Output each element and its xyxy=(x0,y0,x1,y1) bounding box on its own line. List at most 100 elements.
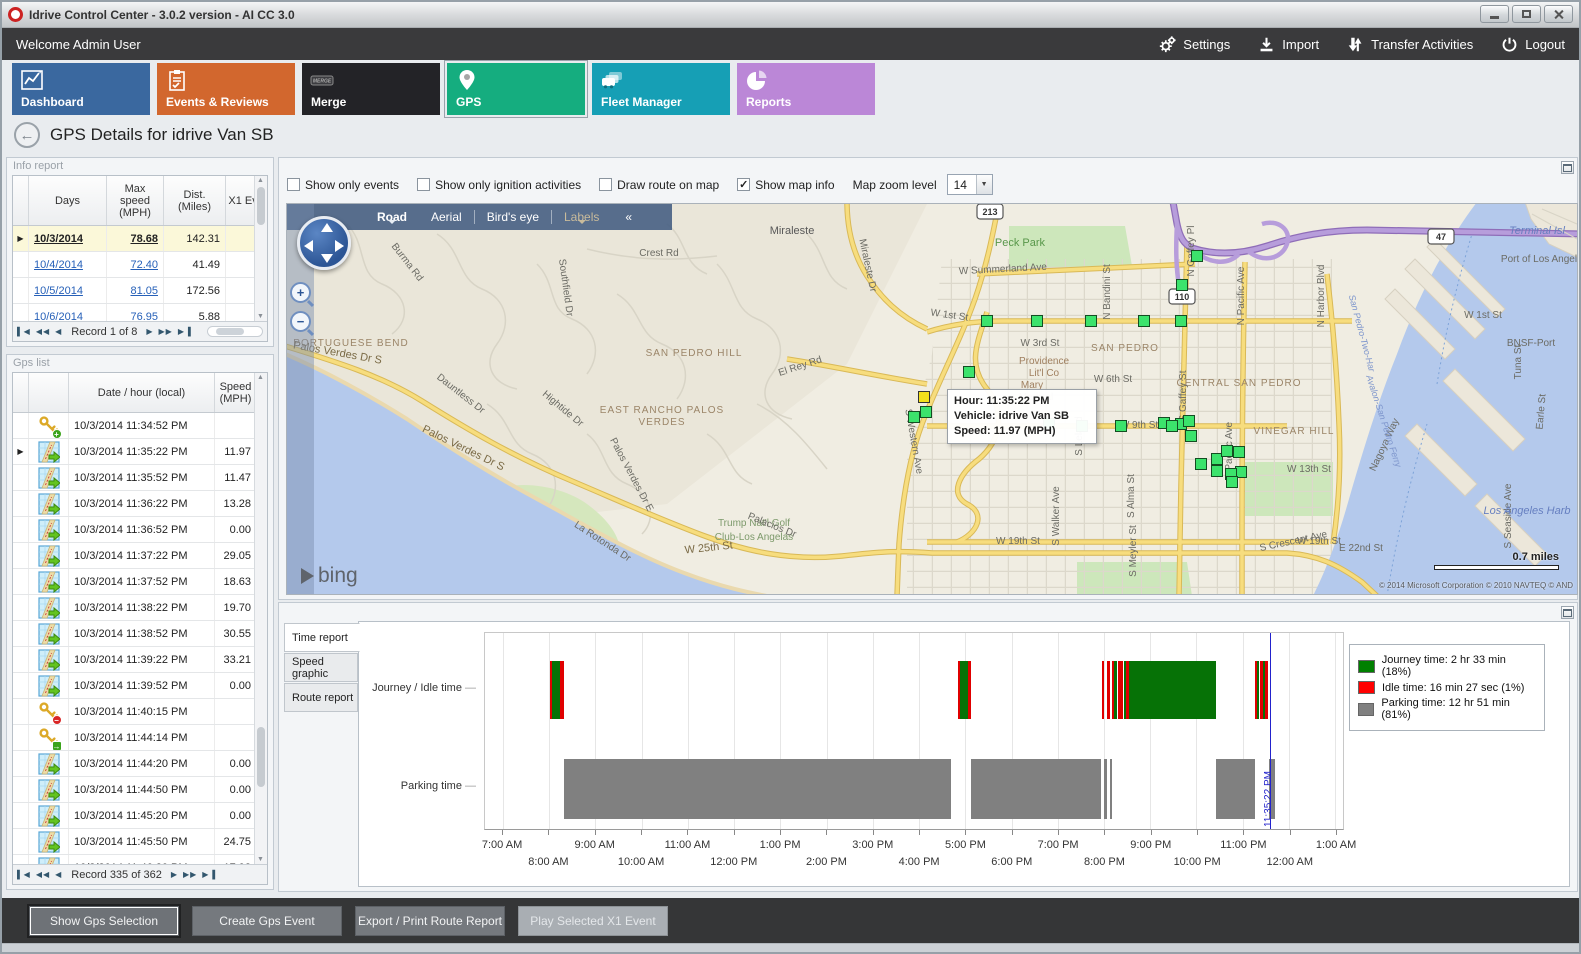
column-header[interactable]: Days xyxy=(29,176,107,225)
map-panel-collapse-button[interactable] xyxy=(1561,161,1574,174)
topbar-action-settings[interactable]: Settings xyxy=(1159,36,1230,53)
navbar-collapse-icon[interactable]: « xyxy=(625,210,633,224)
checkbox-icon[interactable] xyxy=(287,178,300,191)
gps-row[interactable]: 10/3/2014 11:39:22 PM 33.21 xyxy=(13,647,254,673)
pager-next-page-icon[interactable]: ▶▶ xyxy=(158,327,173,336)
pager-hscrollbar[interactable] xyxy=(207,326,263,337)
gps-row[interactable]: 10/3/2014 11:36:22 PM 13.28 xyxy=(13,491,254,517)
gps-row[interactable]: ▶ 10/3/2014 11:35:22 PM 11.97 xyxy=(13,439,254,465)
gps-row[interactable]: 10/3/2014 11:37:22 PM 29.05 xyxy=(13,543,254,569)
gps-marker[interactable] xyxy=(1176,279,1188,291)
pager-prev-page-icon[interactable]: ◀◀ xyxy=(35,327,51,336)
gps-row[interactable]: 10/3/2014 11:46:20 PM17.93 xyxy=(13,855,254,864)
create-gps-event-button[interactable]: Create Gps Event xyxy=(192,905,342,936)
chevron-down-icon[interactable]: ▼ xyxy=(975,175,992,194)
maximize-button[interactable] xyxy=(1512,5,1541,23)
column-header[interactable]: Date / hour (local) xyxy=(69,373,215,412)
map-style-labels[interactable]: Labels xyxy=(552,210,611,224)
checkbox-icon[interactable]: ✓ xyxy=(737,178,751,191)
window-titlebar[interactable]: Idrive Control Center - 3.0.2 version - … xyxy=(2,2,1579,28)
pager-prev-icon[interactable]: ◀ xyxy=(55,327,63,336)
gps-marker[interactable] xyxy=(1175,315,1187,327)
day-link[interactable]: 10/5/2014 xyxy=(34,284,83,297)
gps-row[interactable]: +10/3/2014 11:34:52 PM xyxy=(13,413,254,439)
minimize-button[interactable] xyxy=(1480,5,1509,23)
gps-row[interactable]: 10/3/2014 11:35:52 PM 11.47 xyxy=(13,465,254,491)
checkbox-icon[interactable] xyxy=(417,178,431,191)
days-cell[interactable]: 10/5/2014 xyxy=(29,278,107,303)
tab-time-report[interactable]: Time report xyxy=(284,623,360,652)
gps-marker[interactable] xyxy=(1191,250,1203,262)
pan-up-icon[interactable] xyxy=(321,223,333,232)
map-zoom-in-button[interactable]: + xyxy=(290,282,311,303)
max-speed-link[interactable]: 81.05 xyxy=(130,284,158,297)
pager-next-icon[interactable]: ▶ xyxy=(146,327,154,336)
map-zoom-out-button[interactable]: − xyxy=(290,311,311,332)
chart-panel-collapse-button[interactable] xyxy=(1561,606,1574,619)
pager-last-icon[interactable]: ▶▐ xyxy=(177,327,192,336)
gps-list-scrollbar[interactable]: ▲ ▼ xyxy=(254,373,267,864)
gps-row[interactable]: 10/3/2014 11:44:20 PM 0.00 xyxy=(13,751,254,777)
tab-route-report[interactable]: Route report xyxy=(284,683,358,712)
nav-tile-events-reviews[interactable]: Events & Reviews xyxy=(157,63,295,115)
show-gps-selection-button[interactable]: Show Gps Selection xyxy=(29,905,179,936)
gps-marker[interactable] xyxy=(1185,430,1197,442)
topbar-action-transfer-activities[interactable]: Transfer Activities xyxy=(1347,36,1473,53)
checkbox-draw-route-on-map[interactable]: Draw route on map xyxy=(599,178,719,192)
max-speed-link[interactable]: 78.68 xyxy=(130,232,158,245)
map-pan-compass[interactable] xyxy=(297,216,351,270)
gps-list-pager[interactable]: ▌◀ ◀◀ ◀ Record 335 of 362 ▶ ▶▶ ▶▐ xyxy=(13,864,267,884)
tab-speed-graphic[interactable]: Speed graphic xyxy=(284,653,358,682)
gps-row[interactable]: 10/3/2014 11:44:50 PM 0.00 xyxy=(13,777,254,803)
info-report-scrollbar[interactable]: ▲ ▼ xyxy=(254,176,267,321)
gps-row[interactable]: 10/3/2014 11:39:52 PM 0.00 xyxy=(13,673,254,699)
gps-row[interactable]: 10/3/2014 11:45:20 PM 0.00 xyxy=(13,803,254,829)
day-link[interactable]: 10/6/2014 xyxy=(34,310,83,323)
days-cell[interactable]: 10/3/2014 xyxy=(29,226,107,251)
gps-marker[interactable] xyxy=(1226,476,1238,488)
gps-row[interactable]: 10/3/2014 11:45:50 PM 24.75 xyxy=(13,829,254,855)
checkbox-show-map-info[interactable]: ✓ Show map info xyxy=(737,178,835,192)
gps-row[interactable]: −10/3/2014 11:40:15 PM xyxy=(13,699,254,725)
max-speed-cell[interactable]: 76.95 xyxy=(107,304,164,329)
gps-marker[interactable] xyxy=(1115,420,1127,432)
gps-marker[interactable] xyxy=(1211,453,1223,465)
gps-marker[interactable] xyxy=(1138,315,1150,327)
pan-right-icon[interactable] xyxy=(335,240,344,252)
export-print-route-report-button[interactable]: Export / Print Route Report xyxy=(355,905,505,936)
nav-tile-gps[interactable]: GPS xyxy=(444,60,588,118)
column-header[interactable]: Dist. (Miles) xyxy=(164,176,226,225)
map-viewport[interactable]: 213 110 47 Miraleste Miraleste Dr Crest Rd Bu… xyxy=(286,203,1578,595)
nav-tile-reports[interactable]: Reports xyxy=(737,63,875,115)
max-speed-cell[interactable]: 81.05 xyxy=(107,278,164,303)
gps-marker[interactable] xyxy=(1166,420,1178,432)
info-report-pager[interactable]: ▌◀ ◀◀ ◀ Record 1 of 8 ▶ ▶▶ ▶▐ xyxy=(13,321,267,341)
pager-next-page-icon[interactable]: ▶▶ xyxy=(182,870,198,879)
topbar-action-logout[interactable]: Logout xyxy=(1501,36,1565,53)
days-cell[interactable]: 10/4/2014 xyxy=(29,252,107,277)
gps-row[interactable]: 10/3/2014 11:36:52 PM 0.00 xyxy=(13,517,254,543)
column-header[interactable]: Max speed (MPH) xyxy=(107,176,164,225)
nav-tile-fleet-manager[interactable]: Fleet Manager xyxy=(592,63,730,115)
map-zoom-level-select[interactable]: 14 ▼ xyxy=(946,174,993,195)
gps-marker[interactable] xyxy=(963,366,975,378)
gps-row[interactable]: 10/3/2014 11:37:52 PM 18.63 xyxy=(13,569,254,595)
pager-prev-icon[interactable]: ◀ xyxy=(55,870,63,879)
pager-last-icon[interactable]: ▶▐ xyxy=(202,870,217,879)
pager-first-icon[interactable]: ▌◀ xyxy=(17,870,31,879)
gps-row[interactable]: 10/3/2014 11:38:22 PM 19.70 xyxy=(13,595,254,621)
timeline-plot[interactable]: 11:35:22 PM xyxy=(484,632,1344,830)
map-style-bird-s-eye[interactable]: Bird's eye xyxy=(486,210,539,224)
nav-tile-dashboard[interactable]: Dashboard xyxy=(12,63,150,115)
day-link[interactable]: 10/3/2014 xyxy=(34,232,83,245)
gps-row[interactable]: 10/3/2014 11:38:52 PM 30.55 xyxy=(13,621,254,647)
max-speed-link[interactable]: 76.95 xyxy=(130,310,158,323)
checkbox-show-only-ignition-activities[interactable]: Show only ignition activities xyxy=(417,178,581,192)
gps-marker[interactable] xyxy=(1195,458,1207,470)
table-row[interactable]: ▶ 10/3/2014 78.68 142.31 xyxy=(13,226,267,252)
gps-marker[interactable] xyxy=(1221,445,1233,457)
topbar-action-import[interactable]: Import xyxy=(1258,36,1319,53)
pan-down-icon[interactable] xyxy=(321,254,333,263)
gps-row[interactable]: → 10/3/2014 11:44:14 PM xyxy=(13,725,254,751)
gps-marker[interactable] xyxy=(1211,465,1223,477)
